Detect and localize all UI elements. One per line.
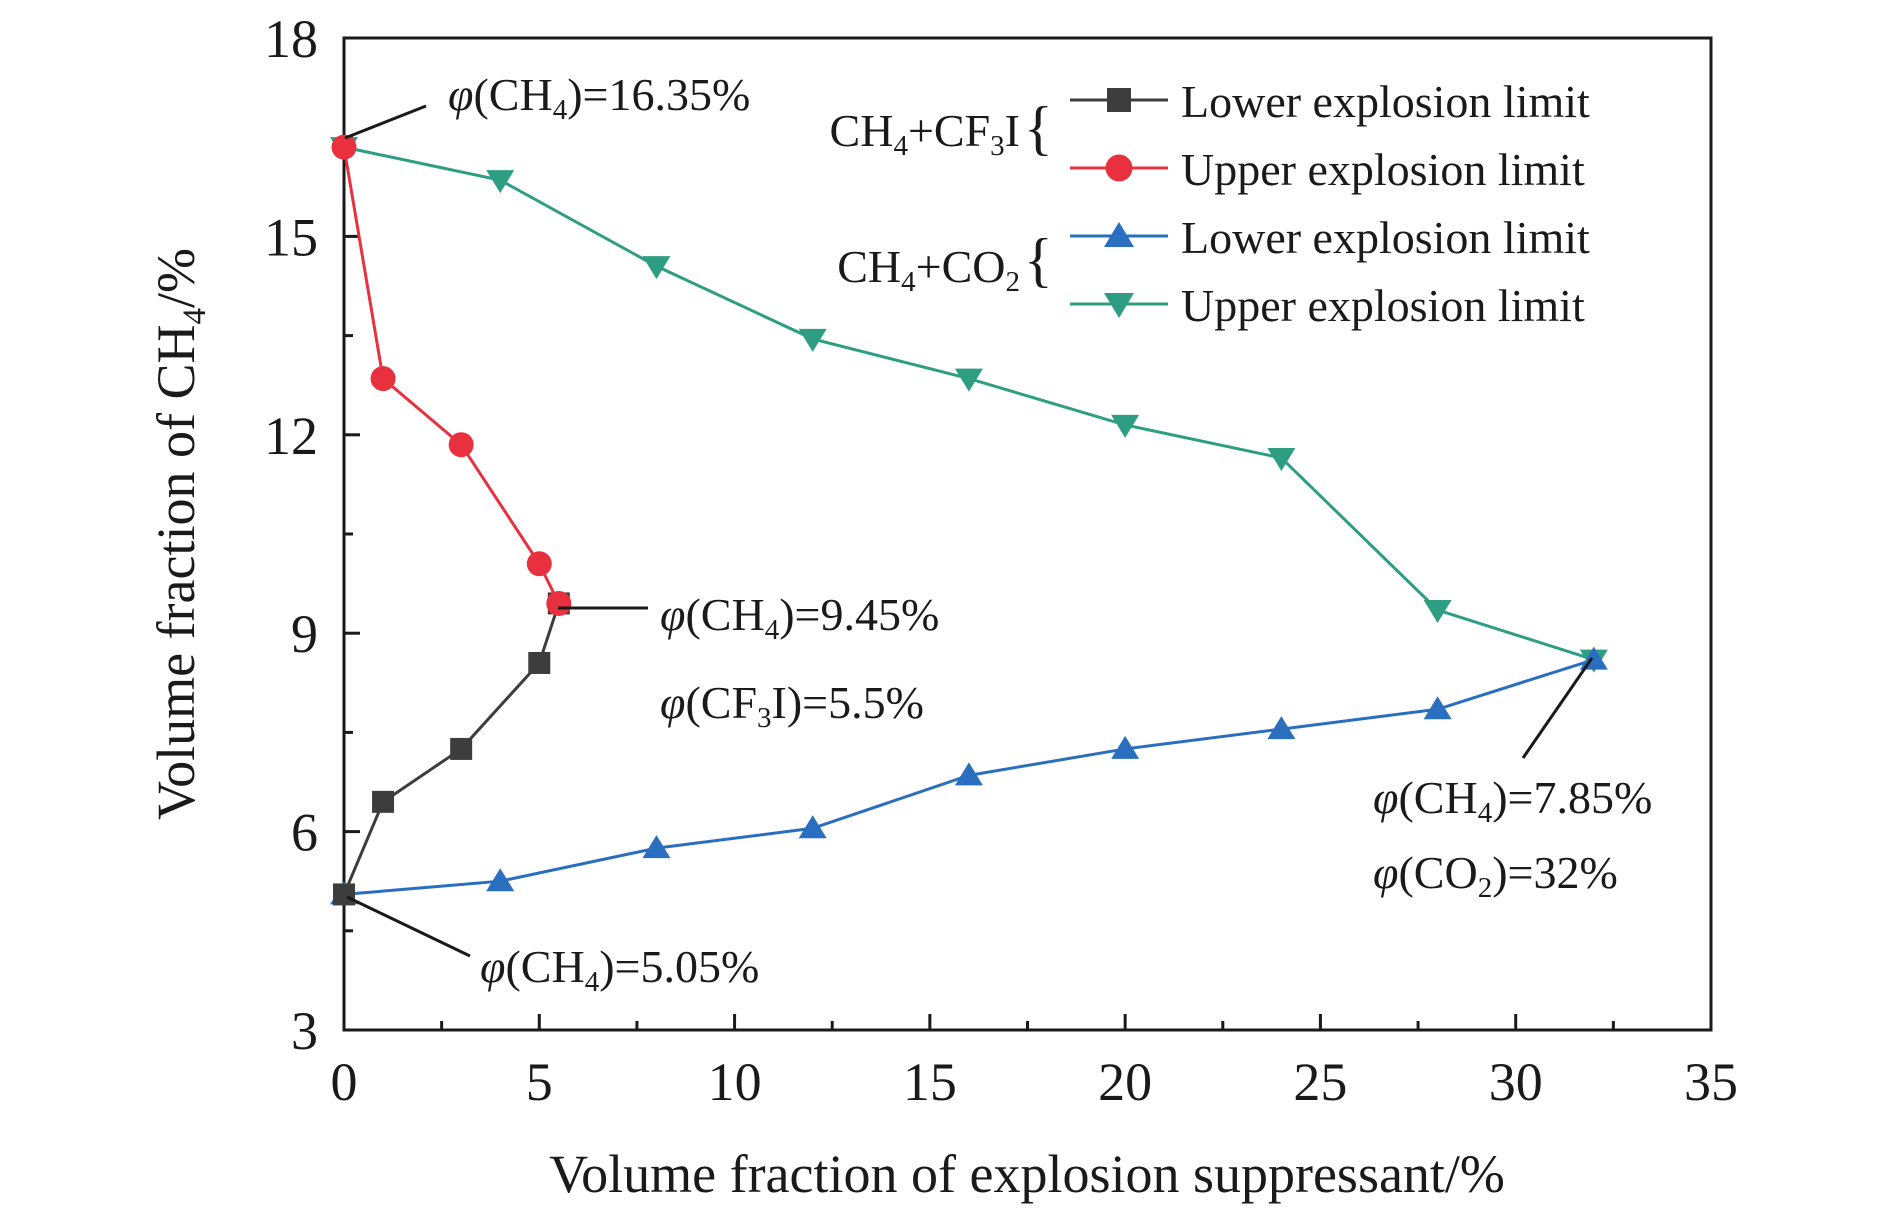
data-point xyxy=(526,551,552,577)
data-point xyxy=(954,368,983,392)
legend-group: CH4+CO2{ xyxy=(837,227,1053,298)
data-point xyxy=(448,432,474,458)
data-point xyxy=(642,256,671,280)
annotation-text: φ(CF3I)=5.5% xyxy=(660,677,924,734)
data-point xyxy=(798,328,827,352)
data-point xyxy=(372,790,395,813)
legend-group: CH4+CF3I{ xyxy=(830,95,1053,162)
data-point xyxy=(331,134,357,160)
legend-swatch-marker xyxy=(1105,154,1133,182)
annotation-text: φ(CH4)=7.85% xyxy=(1373,772,1652,829)
legend-swatch-marker xyxy=(1104,222,1134,247)
data-point xyxy=(450,737,473,760)
annotation-leader xyxy=(1521,657,1594,759)
data-point xyxy=(1423,696,1452,720)
data-point xyxy=(1111,735,1140,759)
y-tick-label: 9 xyxy=(291,604,318,664)
legend-entry: Lower explosion limit xyxy=(1070,212,1590,263)
annotation-leader xyxy=(344,104,427,140)
x-tick-label: 35 xyxy=(1684,1052,1738,1112)
annotation: φ(CH4)=7.85% φ(CO2)=32% xyxy=(1373,657,1652,904)
legend-label: Lower explosion limit xyxy=(1181,76,1590,127)
y-tick-label: 12 xyxy=(264,406,318,466)
data-point xyxy=(1267,716,1296,740)
legend-label: Upper explosion limit xyxy=(1181,280,1585,331)
legend-group-label: CH4+CO2 xyxy=(837,241,1020,298)
legend-group-label: CH4+CF3I xyxy=(830,105,1020,162)
x-tick-label: 10 xyxy=(708,1052,762,1112)
x-tick-label: 30 xyxy=(1489,1052,1543,1112)
annotation-leader xyxy=(346,895,471,958)
series-circle xyxy=(331,134,572,616)
legend-label: Upper explosion limit xyxy=(1181,144,1585,195)
series-square xyxy=(333,592,570,906)
data-point xyxy=(546,590,572,616)
annotation: φ(CH4)=9.45% φ(CF3I)=5.5% xyxy=(558,589,939,734)
annotation-text: φ(CH4)=9.45% xyxy=(660,589,939,646)
annotation: φ(CH4)=5.05% xyxy=(346,895,759,998)
x-tick-label: 20 xyxy=(1098,1052,1152,1112)
data-point xyxy=(798,815,827,839)
legend-swatch-marker xyxy=(1107,88,1131,112)
x-tick-label: 15 xyxy=(903,1052,957,1112)
annotation-text: φ(CH4)=16.35% xyxy=(448,69,750,126)
data-point xyxy=(486,868,515,892)
legend-entry: Lower explosion limit xyxy=(1070,76,1590,127)
y-tick-label: 3 xyxy=(291,1001,318,1061)
data-point xyxy=(486,170,515,194)
series-layer xyxy=(330,134,1608,906)
data-point xyxy=(1111,414,1140,438)
data-point xyxy=(333,883,355,906)
annotation-text: φ(CO2)=32% xyxy=(1373,847,1618,904)
data-point xyxy=(1267,447,1296,471)
legend-swatch-marker xyxy=(1104,293,1134,318)
x-axis: 0 5 10 15 20 25 30 35 xyxy=(331,1014,1738,1112)
legend-entry: Upper explosion limit xyxy=(1070,280,1585,331)
annotation: φ(CH4)=16.35% xyxy=(344,69,750,140)
y-tick-label: 18 xyxy=(264,9,318,69)
data-point xyxy=(1423,600,1452,624)
x-tick-label: 5 xyxy=(526,1052,553,1112)
x-axis-title: Volume fraction of explosion suppressant… xyxy=(549,1144,1505,1204)
annotation-layer: φ(CH4)=16.35%φ(CH4)=9.45%φ(CF3I)=5.5%φ(C… xyxy=(344,69,1652,998)
annotation-text: φ(CH4)=5.05% xyxy=(480,941,759,998)
data-point xyxy=(642,835,671,859)
legend-label: Lower explosion limit xyxy=(1181,212,1590,263)
x-tick-label: 0 xyxy=(331,1052,358,1112)
y-axis: 3 6 9 12 15 18 xyxy=(264,9,360,1061)
data-point xyxy=(370,366,396,392)
y-tick-label: 15 xyxy=(264,207,318,267)
y-axis-title: Volume fraction of CH4/% xyxy=(146,248,213,820)
data-point xyxy=(954,762,983,786)
legend-group-brace: { xyxy=(1024,95,1053,161)
legend: Lower explosion limit Upper explosion lim… xyxy=(830,76,1591,331)
legend-entry: Upper explosion limit xyxy=(1070,144,1585,195)
y-tick-label: 6 xyxy=(291,803,318,863)
x-tick-label: 25 xyxy=(1293,1052,1347,1112)
legend-group-brace: { xyxy=(1024,227,1053,293)
data-point xyxy=(528,651,551,674)
